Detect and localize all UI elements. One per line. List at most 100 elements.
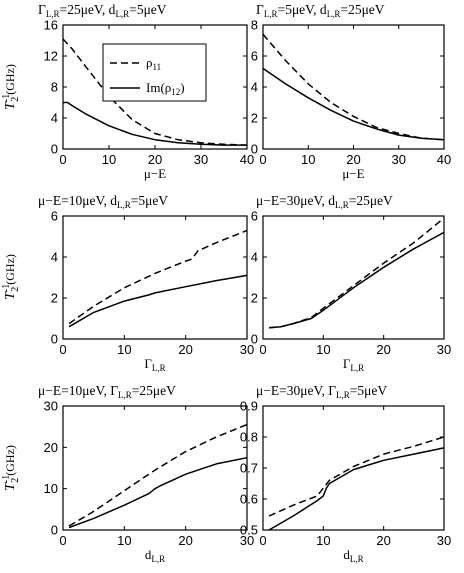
x-tick-label: 0	[259, 152, 266, 167]
x-tick-label: 10	[102, 152, 116, 167]
title-subscript: L,R	[336, 390, 350, 400]
legend-label-subscript: 12	[171, 87, 180, 97]
x-tick-label: 20	[376, 533, 390, 548]
y-tick-label: 4	[51, 250, 58, 265]
title-text: =25μeV	[349, 193, 393, 208]
chart-panel-6: 0 10 20 300.50.60.70.80.9μ−E=30μeV, ΓL,R=5μ…	[240, 383, 451, 564]
y-tick-label: 0	[51, 523, 58, 538]
x-tick-label: 0	[59, 533, 66, 548]
series-line-rho11	[268, 217, 445, 329]
y-tick-label: 8	[51, 80, 58, 95]
x-tick-label: 0	[59, 342, 66, 357]
x-axis-label-text: μ−E	[144, 166, 166, 181]
y-tick-label: 0.7	[240, 461, 258, 476]
title-subscript: L,R	[335, 200, 349, 210]
title-text: μ−E=30μeV, d	[256, 193, 335, 208]
x-axis-label-text: μ−E	[342, 166, 364, 181]
x-axis-label-subscript: L,R	[152, 363, 166, 373]
x-axis-label-text: d	[145, 547, 152, 562]
y-tick-label: 6	[51, 209, 58, 224]
x-axis-label-text: Γ	[343, 356, 351, 371]
title-text: =25μeV	[132, 383, 176, 398]
x-tick-label: 0	[59, 152, 66, 167]
legend: ρ11 Im(ρ12)	[102, 43, 207, 102]
y-tick-label: 4	[251, 80, 258, 95]
title-text: Γ	[38, 2, 46, 17]
title-subscript: L,R	[264, 9, 278, 19]
x-tick-label: 0	[259, 342, 266, 357]
panel-title: μ−E=10μeV, ΓL,R=25μeV	[38, 383, 176, 400]
y-axis-label-superscript: -1	[1, 94, 12, 102]
x-tick-label: 30	[240, 533, 254, 548]
x-tick-label: 30	[194, 152, 208, 167]
x-axis-label: dL,R	[343, 547, 363, 564]
y-tick-label: 2	[251, 111, 258, 126]
x-axis-label-subscript: L,R	[151, 554, 165, 564]
legend-label-subscript: 11	[153, 62, 162, 72]
y-tick-label: 10	[44, 481, 58, 496]
y-tick-label: 0.8	[240, 430, 258, 445]
plot-frame	[62, 215, 248, 340]
y-tick-label: 6	[251, 49, 258, 64]
y-tick-label: 0.6	[240, 492, 258, 507]
series-line-im-rho12	[68, 456, 248, 529]
x-axis-label: μ−E	[342, 166, 364, 181]
y-axis-label-row-2: T-12 (GHz)	[1, 254, 21, 300]
x-tick-label: 10	[117, 342, 131, 357]
series-line-im-rho12	[262, 67, 445, 141]
title-text: μ−E=30μeV, Γ	[256, 383, 336, 398]
x-tick-label: 10	[301, 152, 315, 167]
series-line-rho11	[268, 436, 445, 517]
title-text: μ−E=10μeV, d	[38, 193, 117, 208]
x-tick-label: 20	[376, 342, 390, 357]
legend-label-text: ρ	[146, 55, 153, 70]
title-text: =5μeV	[350, 383, 388, 398]
x-tick-label: 30	[437, 533, 451, 548]
x-tick-label: 30	[392, 152, 406, 167]
y-tick-label: 20	[44, 440, 58, 455]
x-tick-label: 10	[316, 342, 330, 357]
plot-frame	[62, 405, 248, 531]
x-axis-label-text: d	[343, 547, 350, 562]
y-axis-label-unit: (GHz)	[3, 64, 17, 95]
y-axis-label-subscript: 2	[10, 287, 21, 292]
y-tick-label: 4	[51, 111, 58, 126]
legend-box	[102, 43, 207, 102]
title-subscript: L,R	[118, 390, 132, 400]
legend-label-text: )	[180, 80, 184, 95]
title-text: =5μeV, d	[278, 2, 327, 17]
x-tick-label: 20	[178, 533, 192, 548]
x-axis-label: ΓL,R	[144, 356, 165, 373]
x-tick-label: 0	[259, 533, 266, 548]
title-text: =5μeV	[131, 193, 169, 208]
x-tick-label: 20	[148, 152, 162, 167]
y-tick-label: 8	[251, 18, 258, 33]
y-tick-label: 2	[51, 291, 58, 306]
title-text: =5μeV	[129, 2, 167, 17]
x-axis-label-text: Γ	[144, 356, 152, 371]
x-tick-label: 30	[240, 342, 254, 357]
x-tick-label: 20	[346, 152, 360, 167]
y-axis-label-unit: (GHz)	[3, 254, 17, 285]
y-tick-label: 6	[251, 209, 258, 224]
title-text: Γ	[256, 2, 264, 17]
y-tick-label: 0	[51, 332, 58, 347]
plot-frame	[262, 405, 445, 531]
x-tick-label: 40	[437, 152, 451, 167]
y-tick-label: 0	[51, 142, 58, 157]
y-tick-label: 4	[251, 250, 258, 265]
y-tick-label: 16	[44, 18, 58, 33]
x-tick-label: 10	[117, 533, 131, 548]
series-line-rho11	[68, 423, 248, 527]
y-axis-label-row-3: T-12 (GHz)	[1, 445, 21, 491]
y-axis-label-superscript: -1	[1, 284, 12, 292]
title-text: μ−E=10μeV, Γ	[38, 383, 118, 398]
x-axis-label: dL,R	[145, 547, 165, 564]
x-tick-label: 30	[437, 342, 451, 357]
title-text: =25μeV, d	[60, 2, 116, 17]
panel-title: μ−E=30μeV, dL,R=25μeV	[256, 193, 393, 210]
